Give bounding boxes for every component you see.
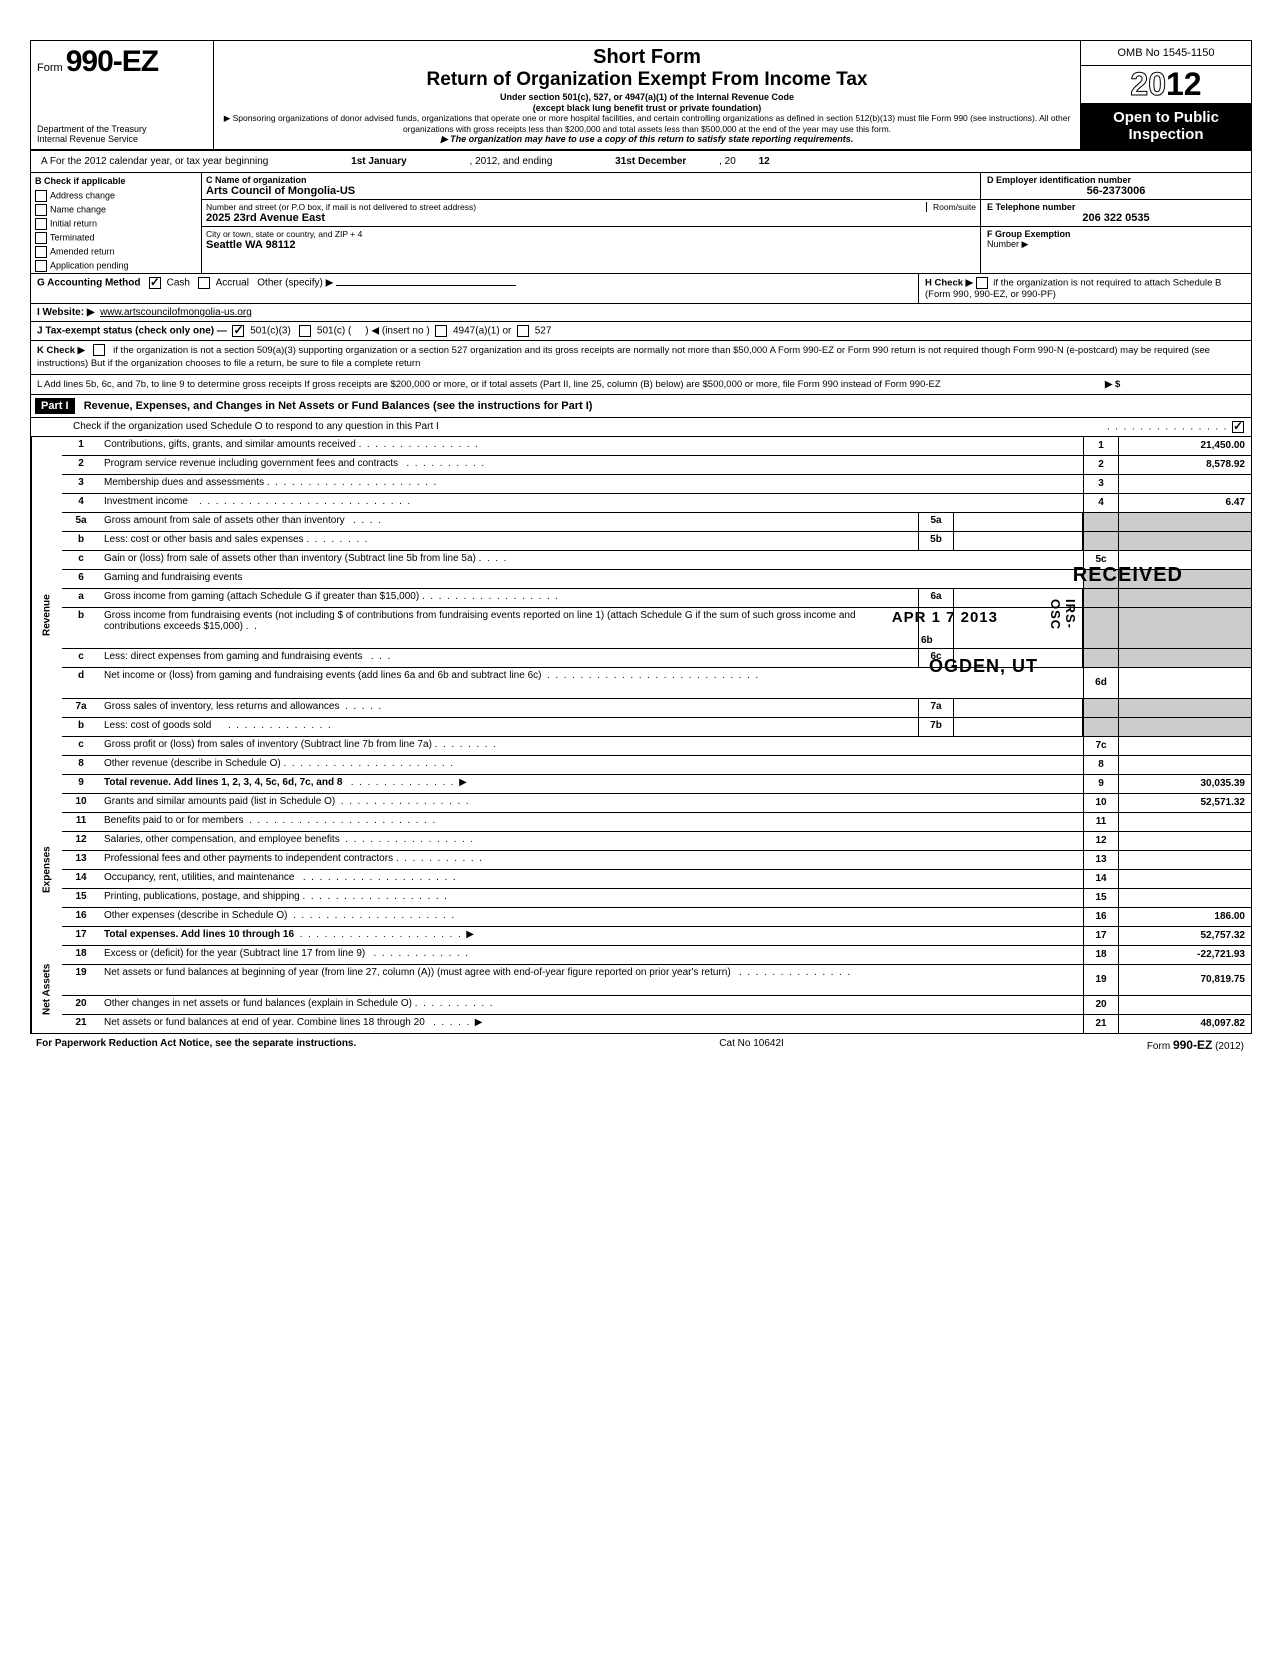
checkbox-terminated[interactable] <box>35 232 47 244</box>
form-990ez: Form 990-EZ Department of the Treasury I… <box>30 40 1252 1034</box>
org-info-block: B Check if applicable Address change Nam… <box>31 173 1251 274</box>
checkbox-cash[interactable] <box>149 277 161 289</box>
part-1-header: Part I Revenue, Expenses, and Changes in… <box>31 395 1251 418</box>
line-2-value: 8,578.92 <box>1119 456 1251 474</box>
telephone: 206 322 0535 <box>987 212 1245 224</box>
section-k: K Check ▶ if the organization is not a s… <box>31 341 1251 375</box>
checkbox-schedule-b[interactable] <box>976 277 988 289</box>
checkbox-accrual[interactable] <box>198 277 210 289</box>
tax-year: 2012 <box>1081 66 1251 104</box>
subtitle-2: (except black lung benefit trust or priv… <box>222 103 1072 114</box>
line-9-value: 30,035.39 <box>1119 775 1251 793</box>
org-city: Seattle WA 98112 <box>206 239 976 251</box>
checkbox-4947[interactable] <box>435 325 447 337</box>
ein: 56-2373006 <box>987 185 1245 197</box>
line-15-value <box>1119 889 1251 907</box>
form-header: Form 990-EZ Department of the Treasury I… <box>31 41 1251 151</box>
net-assets-label: Net Assets <box>31 946 62 1033</box>
dept-treasury: Department of the Treasury Internal Reve… <box>37 125 207 145</box>
checkbox-pending[interactable] <box>35 260 47 272</box>
form-number: Form 990-EZ <box>37 45 207 79</box>
line-1-value: 21,450.00 <box>1119 437 1251 455</box>
checkbox-501c[interactable] <box>299 325 311 337</box>
line-4-value: 6.47 <box>1119 494 1251 512</box>
line-19-value: 70,819.75 <box>1119 965 1251 995</box>
line-18-value: -22,721.93 <box>1119 946 1251 964</box>
main-title: Return of Organization Exempt From Incom… <box>222 69 1072 92</box>
subtitle-1: Under section 501(c), 527, or 4947(a)(1)… <box>222 92 1072 103</box>
checkbox-initial-return[interactable] <box>35 218 47 230</box>
line-6d-value <box>1119 668 1251 698</box>
footer: For Paperwork Reduction Act Notice, see … <box>30 1034 1250 1056</box>
line-13-value <box>1119 851 1251 869</box>
line-8-value <box>1119 756 1251 774</box>
checkbox-address-change[interactable] <box>35 190 47 202</box>
line-12-value <box>1119 832 1251 850</box>
short-form-title: Short Form <box>222 45 1072 69</box>
line-3-value <box>1119 475 1251 493</box>
line-17-value: 52,757.32 <box>1119 927 1251 945</box>
checkbox-527[interactable] <box>517 325 529 337</box>
section-a-row: A For the 2012 calendar year, or tax yea… <box>31 151 1251 173</box>
org-address: 2025 23rd Avenue East <box>206 212 976 224</box>
subtitle-3: ▶ Sponsoring organizations of donor advi… <box>222 113 1072 133</box>
subtitle-4: ▶ The organization may have to use a cop… <box>222 134 1072 145</box>
open-public-badge: Open to Public Inspection <box>1081 104 1251 149</box>
expenses-label: Expenses <box>31 794 62 946</box>
checkbox-name-change[interactable] <box>35 204 47 216</box>
line-14-value <box>1119 870 1251 888</box>
line-21-value: 48,097.82 <box>1119 1015 1251 1033</box>
org-name: Arts Council of Mongolia-US <box>206 185 976 197</box>
line-10-value: 52,571.32 <box>1119 794 1251 812</box>
line-5c-value <box>1119 551 1251 569</box>
omb-number: OMB No 1545-1150 <box>1081 41 1251 66</box>
website: www.artscouncilofmongolia-us.org <box>100 307 252 318</box>
checkbox-amended[interactable] <box>35 246 47 258</box>
line-20-value <box>1119 996 1251 1014</box>
checkbox-k[interactable] <box>93 344 105 356</box>
line-11-value <box>1119 813 1251 831</box>
line-16-value: 186.00 <box>1119 908 1251 926</box>
checkbox-501c3[interactable] <box>232 325 244 337</box>
section-l: L Add lines 5b, 6c, and 7b, to line 9 to… <box>31 375 1251 395</box>
checkbox-schedule-o[interactable] <box>1232 421 1244 433</box>
line-7c-value <box>1119 737 1251 755</box>
revenue-label: Revenue <box>31 437 62 794</box>
